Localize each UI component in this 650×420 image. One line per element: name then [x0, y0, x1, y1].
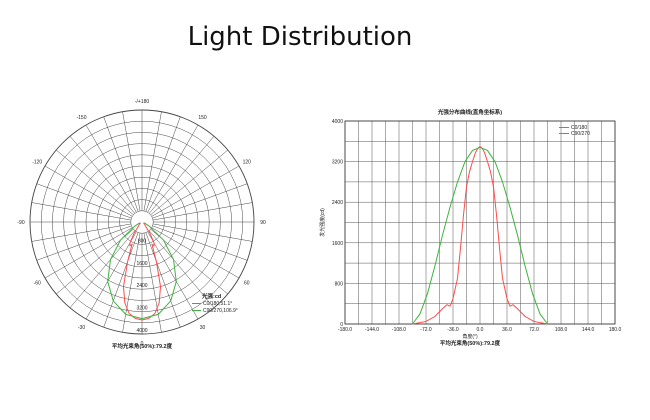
polar-spoke — [44, 165, 133, 217]
page-title: Light Distribution — [187, 22, 413, 52]
polar-spoke — [145, 116, 181, 212]
line-plot-frame — [344, 120, 616, 325]
line-x-tick: -144.0 — [365, 327, 379, 333]
polar-spoke — [103, 116, 139, 212]
polar-spoke — [152, 183, 248, 219]
line-footer: 平均光束角(50%):79.2度 — [440, 339, 501, 347]
line-x-label: 角度(°) — [462, 333, 478, 340]
polar-spoke — [122, 111, 141, 212]
polar-spoke — [31, 223, 132, 242]
polar-angle-label: 0 — [141, 341, 144, 347]
polar-grid — [29, 109, 255, 335]
polar-spoke — [44, 227, 133, 279]
polar-angle-label: 60 — [244, 281, 250, 287]
polar-angle-label: 150 — [198, 115, 207, 121]
polar-spoke — [69, 230, 135, 308]
line-x-tick: -180.0 — [338, 327, 352, 333]
line-x-tick: -108.0 — [392, 327, 406, 333]
line-x-tick: 144.0 — [582, 327, 595, 333]
polar-radial-label: 4000 — [136, 328, 147, 334]
polar-radial-label: 1600 — [136, 261, 147, 267]
polar-series-1 — [107, 222, 177, 320]
polar-angle-label: -120 — [32, 160, 42, 166]
polar-spoke — [36, 183, 132, 219]
polar-chart: -/+180 -150 150 -120 120 -90 90 -60 60 -30 30 0 800 1… — [17, 99, 266, 350]
cartesian-chart: 光强分布曲线(直角坐标系) -180.0 -144.0 -108.0 -72.0 -36.… — [319, 108, 621, 347]
polar-spoke — [147, 231, 199, 320]
polar-series-0 — [122, 222, 162, 321]
polar-spoke — [85, 124, 137, 213]
line-x-tick: -72.0 — [420, 327, 432, 333]
line-y-label: 发光强度(cd) — [319, 208, 326, 237]
polar-spoke — [149, 136, 215, 214]
polar-spoke — [36, 225, 132, 261]
polar-radial-label: 800 — [138, 238, 147, 244]
polar-spoke — [147, 124, 199, 213]
polar-spoke — [152, 223, 253, 242]
polar-spoke — [143, 111, 162, 212]
polar-legend-title: 光强:cd — [201, 292, 221, 300]
polar-angle-label: -150 — [76, 115, 86, 121]
line-chart-title: 光强分布曲线(直角坐标系) — [437, 108, 502, 116]
line-y-tick: 3200 — [332, 160, 343, 166]
polar-spoke — [150, 149, 228, 215]
polar-angle-label: -60 — [34, 281, 41, 287]
polar-spoke — [152, 202, 253, 221]
polar-spoke — [103, 232, 139, 328]
polar-angle-label: 120 — [243, 160, 252, 166]
line-series-0 — [412, 145, 548, 325]
line-x-tick: 108.0 — [555, 327, 568, 333]
polar-spoke — [151, 165, 240, 217]
line-y-tick: 1600 — [332, 241, 343, 247]
line-y-tick: 2400 — [332, 200, 343, 206]
polar-spoke — [143, 232, 162, 333]
polar-footer: 平均光束角(50%):79.2度 — [112, 342, 173, 350]
line-x-tick: -36.0 — [447, 327, 459, 333]
line-grid — [344, 120, 616, 325]
polar-spoke — [85, 231, 137, 320]
line-y-tick: 800 — [335, 281, 344, 287]
line-x-tick: 180.0 — [609, 327, 622, 333]
polar-radial-label: 3200 — [136, 306, 147, 312]
line-legend-label: C90/270 — [571, 131, 590, 137]
line-x-tick: 36.0 — [502, 327, 512, 333]
polar-legend-label: C0/180,51.1° — [203, 301, 232, 307]
line-y-tick: 4000 — [332, 119, 343, 125]
polar-spoke — [31, 202, 132, 221]
polar-spoke — [151, 227, 240, 279]
polar-spoke — [69, 136, 135, 214]
polar-spoke — [152, 225, 248, 261]
polar-angle-label: -90 — [17, 220, 24, 226]
polar-grid-circle — [130, 210, 154, 234]
polar-legend-label: C90/270,106.9° — [203, 308, 238, 314]
polar-angle-label: 90 — [260, 220, 266, 226]
polar-angle-label: -30 — [78, 325, 85, 331]
line-y-tick: 0 — [340, 322, 343, 328]
polar-spoke — [56, 149, 134, 215]
line-legend-label: C0/180 — [571, 125, 587, 131]
line-x-tick: 72.0 — [529, 327, 539, 333]
polar-angle-label: 30 — [200, 325, 206, 331]
line-series-1 — [412, 146, 548, 325]
line-x-tick: 0.0 — [477, 327, 484, 333]
polar-spoke — [145, 232, 181, 328]
polar-radial-label: 2400 — [136, 283, 147, 289]
polar-angle-label: -/+180 — [135, 99, 150, 105]
polar-spoke — [149, 230, 215, 308]
polar-spoke — [122, 232, 141, 333]
